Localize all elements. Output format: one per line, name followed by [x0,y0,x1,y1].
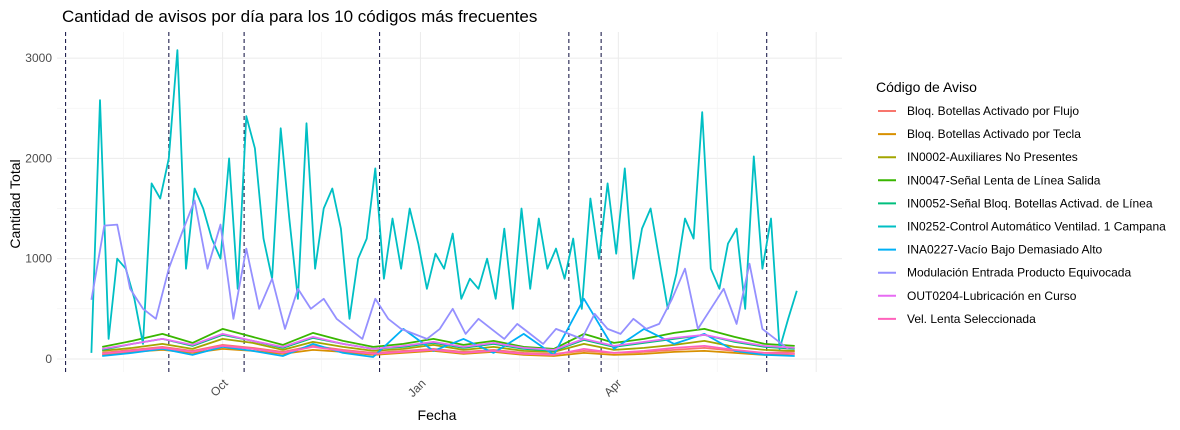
legend-label: Bloq. Botellas Activado por Tecla [907,127,1081,141]
x-axis-ticks: Oct Jan Apr [208,376,625,400]
x-tick-label: Apr [601,376,624,399]
legend-label: Bloq. Botellas Activado por Flujo [907,104,1079,118]
grid [57,32,842,372]
x-tick-label: Oct [208,376,232,400]
legend-label: OUT0204-Lubricación en Curso [907,289,1077,303]
legend: Código de Aviso Bloq. Botellas Activado … [876,79,1166,326]
series-line-2 [102,347,795,357]
y-tick-label: 0 [45,352,52,366]
legend-item: IN0002-Auxiliares No Presentes [878,150,1078,164]
y-axis-ticks: 0 1000 2000 3000 [25,51,52,366]
legend-item: IN0052-Señal Bloq. Botellas Activad. de … [878,196,1153,210]
legend-item: Vel. Lenta Seleccionada [878,312,1036,326]
legend-label: IN0052-Señal Bloq. Botellas Activad. de … [907,196,1153,210]
series-line-1 [102,343,795,355]
legend-label: IN0252-Control Automático Ventilad. 1 Ca… [907,220,1166,234]
legend-item: IN0252-Control Automático Ventilad. 1 Ca… [878,220,1166,234]
series-line-9 [102,332,795,351]
legend-label: Vel. Lenta Seleccionada [907,312,1036,326]
legend-label: INA0227-Vacío Bajo Demasiado Alto [907,243,1103,257]
x-tick-label: Jan [405,376,429,400]
chart-title: Cantidad de avisos por día para los 10 c… [62,7,537,26]
x-axis-label: Fecha [418,407,457,423]
series-lines [90,49,798,358]
legend-item: Modulación Entrada Producto Equivocada [878,266,1131,280]
legend-label: Modulación Entrada Producto Equivocada [907,266,1131,280]
legend-items: Bloq. Botellas Activado por Flujo Bloq. B… [878,104,1166,326]
y-tick-label: 2000 [25,151,52,165]
y-axis-label: Cantidad Total [7,159,23,248]
series-line-10 [102,344,795,356]
series-line-6 [90,49,798,353]
reference-lines [65,32,768,372]
legend-item: IN0047-Señal Lenta de Línea Salida [878,173,1101,187]
legend-item: OUT0204-Lubricación en Curso [878,289,1077,303]
series-line-8 [90,199,789,350]
y-tick-label: 1000 [25,252,52,266]
series-line-4 [102,327,795,350]
legend-item: INA0227-Vacío Bajo Demasiado Alto [878,243,1103,257]
legend-label: IN0002-Auxiliares No Presentes [907,150,1078,164]
legend-label: IN0047-Señal Lenta de Línea Salida [907,173,1101,187]
legend-item: Bloq. Botellas Activado por Tecla [878,127,1081,141]
series-line-3 [102,337,795,353]
y-tick-label: 3000 [25,51,52,65]
legend-title: Código de Aviso [876,79,977,95]
legend-item: Bloq. Botellas Activado por Flujo [878,104,1079,118]
